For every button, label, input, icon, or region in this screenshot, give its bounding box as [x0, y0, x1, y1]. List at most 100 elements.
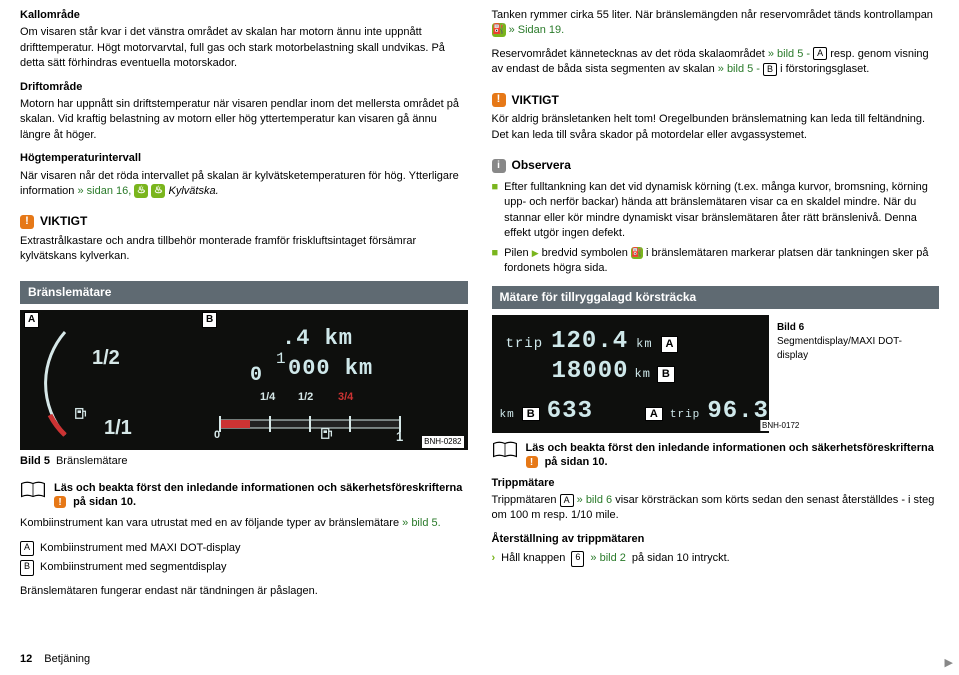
hogtemp-body: När visaren når det röda intervallet på …: [20, 169, 468, 200]
trip-top-row: trip 120.4 km A: [506, 325, 679, 359]
fuel-pump-icon: [74, 406, 88, 420]
gauge-half: 1/2: [92, 344, 120, 372]
gauge-34: 3/4: [338, 390, 353, 405]
caption-no: Bild 5: [20, 454, 50, 469]
obs-b1: Efter fulltankning kan det vid dynamisk …: [504, 180, 939, 242]
bransle-heading: Bränslemätare: [20, 281, 468, 304]
obs-b2b: bredvid symbolen: [542, 247, 631, 259]
reset-b: » bild 2: [590, 551, 625, 566]
continue-arrow-icon: ▶: [945, 656, 953, 671]
book-icon: [20, 481, 46, 499]
row-a-text: Kombiinstrument med MAXI DOT-display: [40, 541, 241, 556]
trip-side-panel: Bild 6 Segmentdisplay/MAXI DOT-display: [769, 315, 939, 433]
viktigt-label-1: VIKTIGT: [40, 213, 87, 230]
key-b-2: B: [763, 63, 777, 76]
odo-val: 18000: [552, 355, 629, 389]
page-label: Betjäning: [44, 652, 90, 667]
tripp-a: Trippmätaren: [492, 494, 560, 506]
observera-label: Observera: [512, 157, 571, 174]
gauge-label-b: B: [202, 312, 217, 328]
gauge-14: 1/4: [260, 390, 275, 405]
bullet-icon: ■: [492, 180, 499, 242]
seg-one: 1: [276, 348, 287, 370]
seg-zero: 0: [250, 362, 263, 390]
viktigt-row-1: ! VIKTIGT: [20, 213, 468, 230]
info-icon: i: [492, 159, 506, 173]
right-column: Tanken rymmer cirka 55 liter. När bränsl…: [492, 8, 940, 667]
trip-code: BNH-0172: [760, 420, 801, 431]
r-p2b: » bild 5 -: [768, 48, 813, 60]
key-a: A: [20, 541, 34, 556]
last-body: Bränslemätaren fungerar endast när tändn…: [20, 584, 468, 599]
fuel-pump-icon-3: ⛽: [631, 247, 643, 259]
obs-b2: Pilen ▶ bredvid symbolen ⛽ i bränslemäta…: [504, 246, 939, 277]
arrow-right-icon: ▶: [532, 248, 539, 258]
book-block-right: Läs och beakta först den inledande infor…: [492, 441, 940, 470]
book-link-right: på sidan 10.: [545, 456, 608, 468]
fuel-gauge-figure: A B 1/2 1/1 .4 km 1 0 000 km 0: [20, 310, 468, 450]
r-p1: Tanken rymmer cirka 55 liter. När bränsl…: [492, 8, 940, 39]
r-p1b: » Sidan 19.: [509, 24, 565, 36]
book-text-left: Läs och beakta först den inledande infor…: [54, 481, 468, 510]
kall-title: Kallområde: [20, 8, 468, 23]
book-icon-2: [492, 441, 518, 459]
key-a-3: A: [560, 494, 574, 507]
kombi-link: » bild 5.: [402, 517, 441, 529]
kall-body: Om visaren står kvar i det vänstra områd…: [20, 25, 468, 71]
step-arrow-icon: ›: [492, 551, 496, 566]
r-p2: Reservområdet kännetecknas av det röda s…: [492, 47, 940, 78]
trip-side-title: Bild 6: [777, 321, 931, 335]
gauge-12: 1/2: [298, 390, 313, 405]
trip-label-b: B: [657, 366, 675, 383]
key-a-2: A: [813, 47, 827, 60]
gauge-caption: Bild 5 Bränslemätare: [20, 454, 468, 469]
km-label: km: [500, 409, 515, 421]
book-text-a: Läs och beakta först den inledande infor…: [54, 482, 462, 494]
viktigt-body-2: Kör aldrig bränsletanken helt tom! Orege…: [492, 112, 940, 143]
reset-c: på sidan 10 intryckt.: [632, 551, 730, 566]
r-p2d: » bild 5 -: [718, 63, 763, 75]
gauge-code: BNH-0282: [422, 436, 463, 447]
trip-label-a2: A: [645, 407, 663, 421]
warning-icon: !: [20, 215, 34, 229]
reset-row: › Håll knappen 6 » bild 2 på sidan 10 in…: [492, 551, 940, 566]
obs-b2a: Pilen: [504, 247, 532, 259]
key-b: B: [20, 560, 34, 575]
observera-row: i Observera: [492, 157, 940, 174]
drift-body: Motorn har uppnått sin driftstemperatur …: [20, 97, 468, 143]
hogtemp-link: » sidan 16,: [77, 185, 131, 197]
trip-val: 120.4: [551, 325, 628, 359]
r-p1a: Tanken rymmer cirka 55 liter. När bränsl…: [492, 9, 933, 21]
r-p2a: Reservområdet kännetecknas av det röda s…: [492, 48, 768, 60]
drift-title: Driftområde: [20, 80, 468, 95]
page-number: 12: [20, 652, 32, 667]
coolant-icon-2: ♨: [151, 184, 165, 198]
caption-text: Bränslemätare: [56, 454, 128, 469]
trip-633: 633: [547, 398, 593, 425]
kombi-text: Kombiinstrument kan vara utrustat med en…: [20, 517, 402, 529]
trip-odo-row: 18000 km B: [552, 355, 675, 389]
hogtemp-title: Högtemperaturintervall: [20, 151, 468, 166]
trip-bottom-right: A trip 96.3: [641, 395, 769, 429]
trip-label-a: A: [661, 336, 679, 353]
fuel-warning-icon: ⛽: [492, 23, 506, 37]
trip-bottom-left: km B 633: [500, 395, 594, 429]
trip-bottom-row: km B 633 A trip 96.3: [500, 395, 769, 429]
warning-icon-2: !: [54, 496, 66, 508]
reset-a: Håll knappen: [501, 551, 565, 566]
r-p2e: i förstoringsglaset.: [780, 63, 869, 75]
viktigt-body-1: Extrastrålkastare och andra tillbehör mo…: [20, 234, 468, 265]
trip-figure: trip 120.4 km A 18000 km B km B 633 A tr…: [492, 315, 940, 433]
book-block-left: Läs och beakta först den inledande infor…: [20, 481, 468, 510]
book-text-right: Läs och beakta först den inledande infor…: [526, 441, 940, 470]
matare-heading: Mätare för tillryggalagd körsträcka: [492, 286, 940, 309]
trip-side-body: Segmentdisplay/MAXI DOT-display: [777, 335, 931, 363]
book-text-r: Läs och beakta först den inledande infor…: [526, 442, 934, 454]
gauge-full: 1/1: [104, 414, 132, 442]
seg-km: 000 km: [288, 354, 373, 385]
left-column: Kallområde Om visaren står kvar i det vä…: [20, 8, 468, 667]
row-b-text: Kombiinstrument med segmentdisplay: [40, 560, 226, 575]
tripp-title: Trippmätare: [492, 476, 940, 491]
seg-top: .4 km: [282, 324, 353, 355]
book-link-left: på sidan 10.: [73, 496, 136, 508]
